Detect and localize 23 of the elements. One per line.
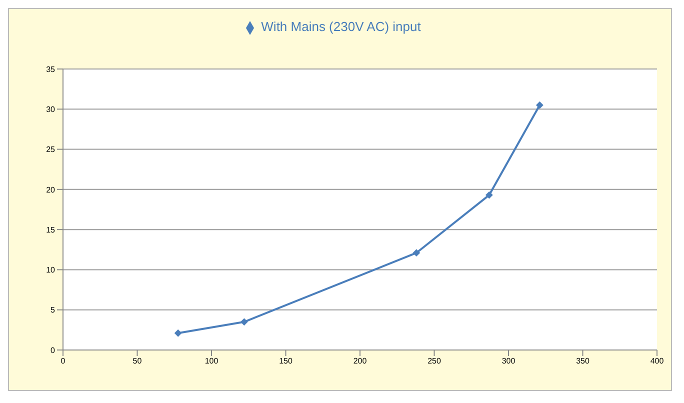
y-tick-label: 10 bbox=[46, 266, 56, 275]
point bbox=[536, 102, 544, 109]
x-tick-label: 250 bbox=[428, 356, 442, 366]
x-tick-label: 0 bbox=[60, 356, 66, 366]
point bbox=[174, 330, 182, 337]
x-tick-label: 150 bbox=[279, 356, 293, 366]
x-tick-label: 300 bbox=[502, 356, 516, 366]
x-tick-label: 350 bbox=[576, 356, 590, 366]
y-tick-label: 35 bbox=[46, 64, 56, 74]
y-tick-label: 25 bbox=[46, 145, 56, 154]
y-tick-label: 5 bbox=[50, 306, 56, 315]
point bbox=[412, 249, 420, 256]
y-tick-label: 15 bbox=[46, 225, 56, 234]
x-tick-label: 100 bbox=[204, 356, 219, 366]
y-tick-label: 30 bbox=[46, 104, 56, 114]
point bbox=[486, 192, 493, 199]
x-tick-label: 50 bbox=[132, 356, 142, 366]
x-tick-label: 200 bbox=[353, 356, 368, 366]
legend-label: With Mains (230V AC) input bbox=[261, 19, 421, 34]
x-tick-label: 400 bbox=[650, 356, 664, 366]
y-tick-label: 20 bbox=[46, 185, 56, 194]
y-tick-label: 0 bbox=[50, 346, 56, 355]
point bbox=[240, 318, 248, 326]
